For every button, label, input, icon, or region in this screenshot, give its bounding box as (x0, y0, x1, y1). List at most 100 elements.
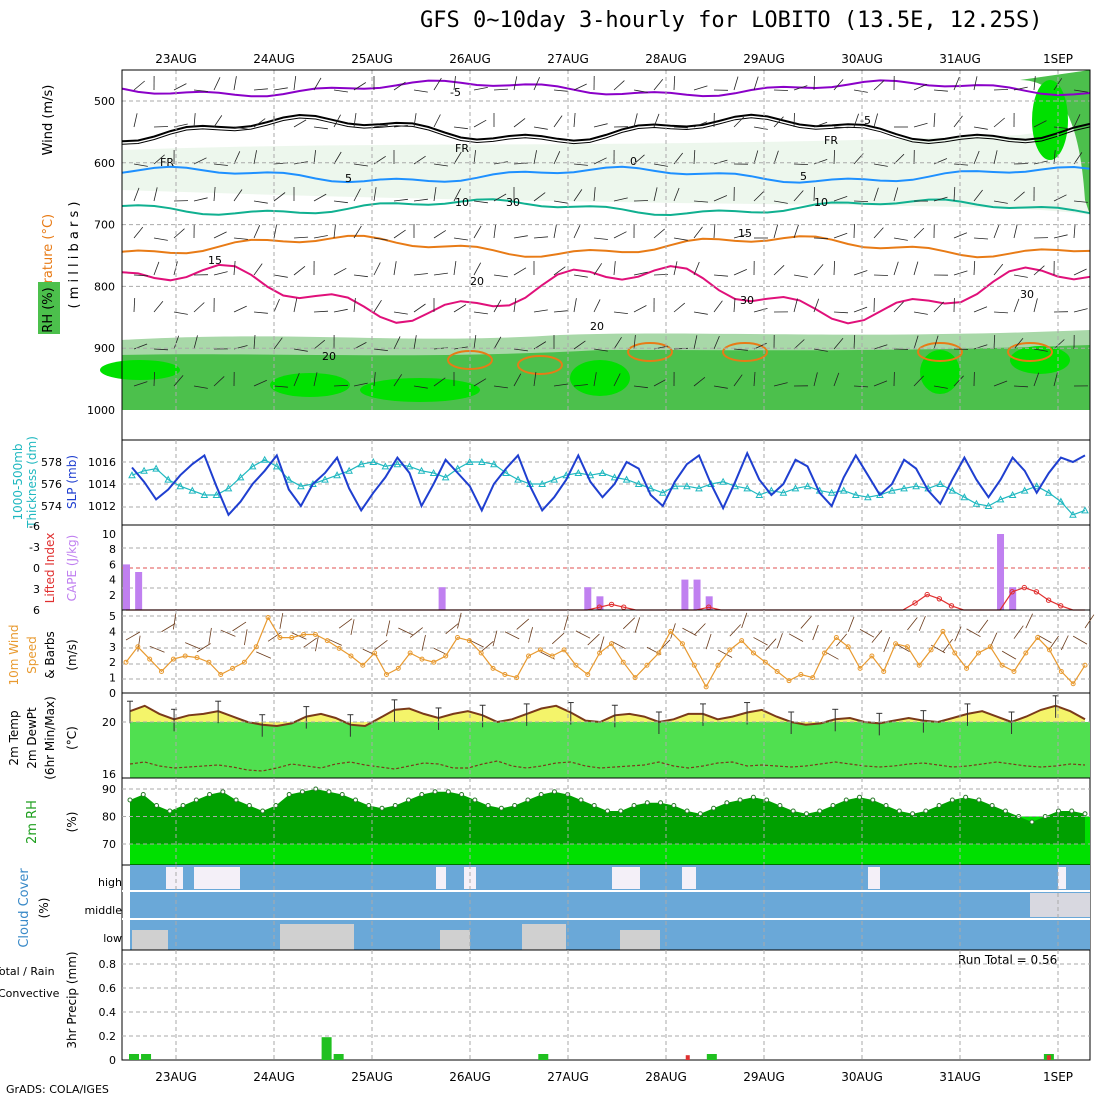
wind-barb (713, 300, 723, 313)
wind-barb (973, 260, 976, 276)
precip-total-bar (538, 1054, 549, 1060)
wind-speed-point (383, 672, 389, 678)
cloud-high-clear (194, 867, 240, 889)
wind-barb (853, 385, 869, 388)
wind-barb (513, 118, 526, 128)
wind-barb (553, 266, 566, 276)
wind-barb (373, 187, 377, 202)
thickness-point (200, 490, 209, 498)
wind-barb (353, 298, 356, 313)
wind-barb (613, 80, 625, 91)
date-label-bottom: 31AUG (939, 1070, 981, 1084)
wind-barb (153, 187, 158, 202)
wind-tick: 4 (109, 625, 116, 638)
wind-barb (593, 263, 603, 276)
thickness-point (538, 479, 546, 487)
wind-barb (693, 376, 706, 387)
wind-barb (793, 163, 809, 165)
contour-label: 10 (455, 196, 469, 209)
wind-speed-point (644, 662, 650, 668)
rh-2m-point (843, 797, 849, 803)
cape-bar (123, 564, 130, 610)
wind-speed-point (1011, 668, 1017, 674)
cape-bar (135, 572, 143, 610)
wind-barb (1013, 298, 1020, 313)
wind-barb (133, 113, 138, 128)
wind-speed-point (904, 644, 910, 650)
wind-barb-10m (800, 616, 812, 629)
wind-barb (793, 224, 799, 239)
wind-barb-10m (966, 628, 981, 638)
wind-barb (593, 299, 601, 313)
wind-barb-10m (398, 627, 413, 636)
pressure-tick: 1000 (87, 404, 115, 417)
wind-speed-point (1058, 668, 1064, 674)
lifted-index-point (912, 600, 918, 606)
rh-2m-point (936, 803, 942, 808)
precip-tick: 0.4 (99, 1006, 117, 1019)
wind-barb (993, 224, 1000, 239)
rh-2m-point (989, 803, 995, 808)
wind-barb (413, 198, 428, 202)
wind-speed-point (395, 665, 401, 671)
wind-speed-point (348, 653, 354, 659)
rh-2m-point (299, 789, 305, 795)
wind-barb (433, 187, 437, 202)
wind-barb (773, 265, 785, 276)
wind-barb (913, 122, 928, 128)
wind-speed-point (679, 641, 685, 647)
wind-barb (913, 227, 925, 239)
wind-barb (913, 261, 919, 276)
rh-2m-point (352, 797, 358, 803)
wind-barb (413, 335, 417, 350)
li-tick: -6 (29, 520, 40, 533)
rh-2m-point (525, 797, 531, 803)
wind-barb (233, 237, 248, 240)
thickness-point (490, 460, 498, 468)
wind-barb (693, 335, 698, 350)
wind-speed-point (336, 645, 342, 651)
wind-barb-10m (172, 613, 177, 630)
thickness-point (453, 464, 462, 472)
wind-barb (213, 271, 228, 276)
wind-barb (513, 298, 517, 313)
wind-barb (653, 163, 668, 167)
wind-barb (253, 334, 256, 350)
wind-barb (873, 80, 885, 91)
cape-tick: 2 (109, 589, 116, 602)
wind-barb (333, 224, 336, 239)
wind-barb (313, 150, 316, 165)
rh-2m-point (419, 792, 425, 797)
wind-barb (573, 189, 583, 202)
wind-barb (953, 163, 969, 166)
cape-bar (438, 587, 446, 610)
wind-barb (233, 126, 248, 130)
wind-speed-point (1070, 681, 1076, 687)
wind-barb (253, 311, 268, 314)
wind-barb (153, 126, 169, 128)
thickness-point (369, 457, 378, 465)
cloud-high-clear (1058, 867, 1066, 889)
wind-barb (833, 260, 835, 276)
lifted-index-point (1021, 584, 1028, 591)
ylabel-precip: 3hr Precip (mm) (65, 951, 79, 1048)
wind-barb (493, 336, 502, 350)
wind-barb-10m (350, 619, 355, 636)
wind-barb (713, 159, 728, 165)
wind-speed-point (419, 656, 425, 662)
wind-barb (933, 112, 936, 128)
wind-speed-point (597, 650, 603, 656)
rh-2m-point (445, 789, 451, 795)
wind-barb (1033, 348, 1048, 352)
wind-barb (613, 311, 628, 314)
thickness-point (984, 501, 993, 509)
wind-barb-10m (232, 621, 247, 632)
wind-barb-10m (480, 640, 494, 652)
contour-label: 15 (738, 227, 752, 240)
ylabel-precip-total: Total / Rain (0, 965, 55, 978)
thickness-point (333, 471, 341, 479)
date-label-bottom: 29AUG (743, 1070, 785, 1084)
contour-label: 15 (208, 254, 222, 267)
thickness-point (465, 457, 474, 465)
cloud-level-label: high (98, 876, 122, 889)
